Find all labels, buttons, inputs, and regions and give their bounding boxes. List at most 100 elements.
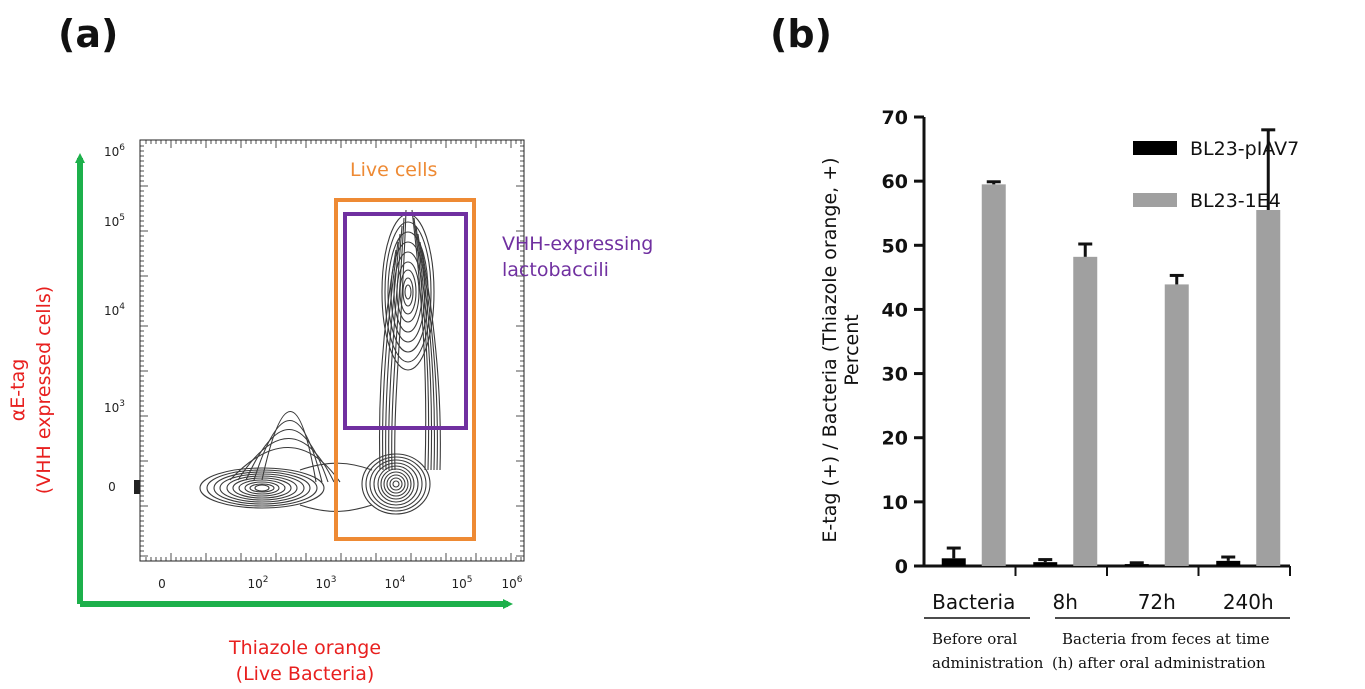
- panel-a-label: (a): [58, 12, 119, 56]
- flow-plot-frame: [139, 139, 525, 562]
- legend-swatch: [1133, 193, 1177, 207]
- bar-bl23-piav7: [1124, 564, 1149, 566]
- flow-x-tick-1-exp: 2: [263, 575, 269, 585]
- flow-x-tick-1: 102: [247, 575, 268, 591]
- contour-line: [373, 462, 419, 506]
- flow-x-tick-1-base: 10: [247, 577, 262, 591]
- flow-y-zero-marker: [134, 480, 140, 494]
- flow-y-tick-1: 103: [104, 399, 125, 415]
- bar-y-tick-label: 60: [882, 171, 908, 193]
- bar-y-title-line1: E-tag (+) / Bacteria (Thiazole orange, +…: [819, 157, 841, 542]
- vhh-gate-label-line1: VHH-expressing: [502, 233, 653, 255]
- contour-line: [213, 471, 311, 505]
- flow-y-tick-3-exp: 5: [119, 213, 125, 223]
- bar-y-tick-label: 10: [882, 492, 908, 514]
- flow-y-tick-1-base: 10: [104, 401, 119, 415]
- contour-line: [380, 468, 412, 500]
- flow-x-tick-3: 104: [384, 575, 405, 591]
- flow-x-tick-4-exp: 5: [467, 575, 473, 585]
- bar-category-label: 240h: [1223, 590, 1274, 614]
- group-after-line2: (h) after oral administration: [1052, 654, 1266, 672]
- flow-x-tick-2: 103: [315, 575, 336, 591]
- contour-tail: [411, 209, 427, 471]
- flow-y-tick-4: 106: [104, 143, 125, 159]
- bar-y-tick-label: 0: [895, 556, 908, 578]
- legend-swatch: [1133, 141, 1177, 155]
- contour-tail: [415, 225, 433, 471]
- contour-tail: [378, 249, 397, 471]
- contour-tail: [385, 233, 401, 471]
- bar-y-tick-label: 40: [882, 299, 908, 321]
- bar-bl23-piav7: [1216, 560, 1241, 566]
- flow-y-title-line1: αE-tag: [7, 359, 29, 422]
- bar-chart-axes: 0 10 20 30 40 50 60 70 Bacteria 8h 72h 240h: [882, 107, 1291, 614]
- vhh-gate-label-line2: lactobaccili: [502, 259, 609, 281]
- bar-category-label: Bacteria: [932, 590, 1015, 614]
- contour-line: [254, 484, 270, 492]
- contour-tail: [382, 241, 399, 471]
- bar-bl23-1e4: [981, 184, 1006, 566]
- contour-line: [226, 475, 298, 501]
- flow-x-tick-0: 0: [158, 577, 166, 591]
- live-cells-label: Live cells: [350, 159, 437, 181]
- contour-line: [390, 241, 426, 343]
- flow-minor-ticks: [140, 140, 524, 561]
- legend-label: BL23-1E4: [1190, 190, 1281, 212]
- contour-tail: [421, 249, 441, 471]
- live-cells-gate: [334, 198, 476, 541]
- flow-y-tick-labels: 0 103 104 105 106: [104, 143, 125, 494]
- bar-category-label: 72h: [1138, 590, 1176, 614]
- flow-y-tick-2-base: 10: [104, 304, 119, 318]
- flow-y-tick-3: 105: [104, 213, 125, 229]
- contour-line: [244, 481, 280, 495]
- bar-chart-legend: BL23-pIAV7 BL23-1E4: [1133, 138, 1299, 212]
- group-before-line2: administration: [932, 654, 1044, 672]
- flow-y-tick-4-exp: 6: [119, 143, 125, 153]
- flow-x-tick-2-base: 10: [315, 577, 330, 591]
- flow-y-tick-3-base: 10: [104, 215, 119, 229]
- contour-line: [392, 480, 400, 488]
- flow-y-tick-2: 104: [104, 302, 125, 318]
- contour-line: [361, 453, 431, 515]
- contour-line: [402, 277, 414, 307]
- contour-line: [383, 471, 409, 497]
- contour-line: [377, 465, 415, 503]
- panel-b-label: (b): [770, 12, 832, 56]
- group-before-line1: Before oral: [932, 630, 1017, 648]
- bar-y-title-line2: Percent: [841, 314, 863, 386]
- flow-y-tick-0: 0: [108, 480, 116, 494]
- flow-x-tick-2-exp: 3: [331, 575, 337, 585]
- bar-bl23-piav7: [941, 558, 966, 566]
- contour-tail: [394, 209, 407, 471]
- flow-y-tick-2-exp: 4: [119, 302, 125, 312]
- contour-line: [404, 284, 412, 300]
- contour-tail: [388, 225, 403, 471]
- contour-line: [387, 231, 429, 353]
- flow-x-tick-labels: 0 102 103 104 105 106: [158, 575, 523, 591]
- flow-x-title-line1: Thiazole orange: [228, 637, 381, 659]
- flow-x-tick-4: 105: [451, 575, 472, 591]
- flow-x-tick-3-base: 10: [384, 577, 399, 591]
- contour-peak: [229, 447, 341, 483]
- bar-category-label: 8h: [1053, 590, 1078, 614]
- group-after-line1: Bacteria from feces at time: [1062, 630, 1270, 648]
- vhh-expressing-gate: [343, 212, 468, 430]
- contour-line: [206, 469, 318, 507]
- bar-bl23-1e4: [1164, 284, 1189, 566]
- bar-y-tick-label: 50: [882, 235, 908, 257]
- flow-x-tick-5-exp: 6: [517, 575, 523, 585]
- bar-bl23-1e4: [1073, 256, 1098, 566]
- flow-x-title-line2: (Live Bacteria): [236, 663, 375, 685]
- flow-y-title-line2: (VHH expressed cells): [33, 286, 55, 494]
- contour-line: [249, 483, 275, 493]
- contour-tail: [391, 217, 405, 471]
- contour-line: [386, 474, 406, 494]
- contour-line: [199, 467, 325, 509]
- contour-line: [389, 477, 403, 491]
- flow-x-tick-3-exp: 4: [400, 575, 406, 585]
- contour-tail: [413, 217, 430, 471]
- flow-y-tick-4-base: 10: [104, 145, 119, 159]
- flow-x-tick-5: 106: [501, 575, 522, 591]
